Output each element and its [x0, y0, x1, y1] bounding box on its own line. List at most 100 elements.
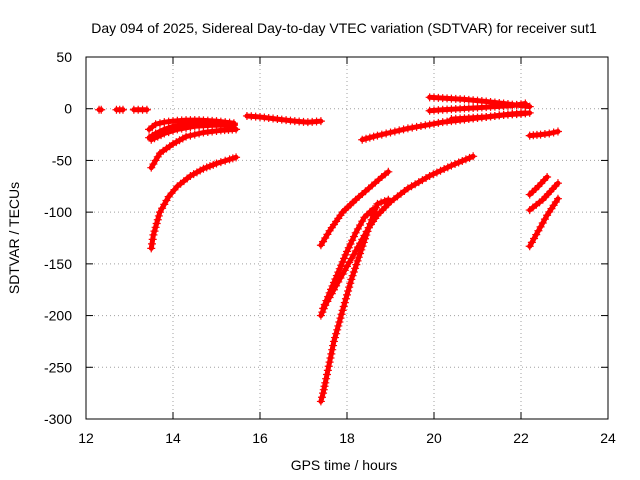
data-point	[329, 341, 338, 350]
data-point	[182, 123, 191, 132]
data-point	[147, 239, 156, 248]
data-point	[353, 256, 362, 265]
data-point	[151, 223, 160, 232]
data-point	[412, 122, 421, 131]
data-point	[382, 129, 391, 138]
y-tick-label: -200	[44, 308, 72, 324]
data-point	[338, 306, 347, 315]
data-point	[212, 159, 221, 168]
data-point	[373, 131, 382, 140]
data-point	[316, 397, 325, 406]
data-point	[443, 163, 452, 172]
data-point	[323, 292, 332, 301]
data-segment	[112, 105, 127, 114]
data-point	[316, 311, 325, 320]
x-axis-label: GPS time / hours	[291, 457, 398, 473]
data-point	[344, 287, 353, 296]
x-tick-label: 24	[600, 430, 616, 446]
data-point	[384, 167, 393, 176]
data-point	[403, 124, 412, 133]
data-point	[155, 119, 164, 128]
data-point	[349, 267, 358, 276]
data-point	[434, 118, 443, 127]
data-point	[154, 211, 163, 220]
data-point	[386, 128, 395, 137]
data-point	[465, 153, 474, 162]
data-point	[335, 318, 344, 327]
data-point	[341, 294, 350, 303]
data-segment	[525, 127, 562, 140]
data-point	[421, 121, 430, 130]
data-point	[344, 243, 353, 252]
data-point	[429, 170, 438, 179]
data-point	[436, 166, 445, 175]
data-point	[325, 288, 334, 297]
data-point	[425, 171, 434, 180]
data-point	[432, 168, 441, 177]
y-tick-label: -250	[44, 359, 72, 375]
data-point	[430, 119, 438, 128]
data-point	[553, 194, 562, 203]
data-point	[319, 385, 328, 394]
data-point	[164, 128, 173, 137]
data-point	[343, 290, 351, 299]
data-point	[373, 199, 382, 208]
data-point	[337, 261, 346, 270]
data-point	[322, 296, 331, 305]
data-point	[553, 179, 562, 188]
data-point	[348, 236, 357, 245]
y-tick-label: -150	[44, 256, 72, 272]
data-point	[377, 198, 386, 207]
data-point	[358, 135, 367, 144]
data-point	[316, 117, 325, 126]
data-point	[337, 310, 346, 319]
x-tick-label: 22	[513, 430, 529, 446]
data-point	[345, 283, 354, 292]
data-point	[395, 126, 404, 135]
data-point	[153, 215, 162, 224]
data-point	[320, 382, 329, 391]
data-point	[329, 337, 338, 346]
data-point	[343, 247, 351, 256]
data-point	[341, 250, 350, 259]
data-point	[390, 127, 399, 136]
data-point	[322, 374, 331, 383]
data-point	[322, 370, 331, 379]
data-point	[97, 105, 106, 114]
data-point	[440, 165, 449, 174]
data-segment	[147, 121, 238, 144]
data-point	[336, 314, 345, 323]
data-point	[369, 205, 378, 214]
y-tick-label: 50	[56, 49, 72, 65]
data-segment	[525, 179, 562, 215]
data-segment	[147, 153, 241, 253]
data-point	[195, 129, 204, 138]
x-tick-label: 12	[78, 430, 94, 446]
data-points	[95, 93, 562, 406]
data-point	[458, 156, 467, 165]
data-segment	[242, 111, 325, 127]
x-tick-label: 16	[252, 430, 268, 446]
y-tick-label: 0	[64, 101, 72, 117]
data-point	[186, 131, 195, 140]
y-axis-label: SDTVAR / TECUs	[6, 182, 22, 294]
data-point	[369, 132, 378, 141]
data-point	[325, 358, 334, 367]
data-segment	[129, 105, 151, 114]
data-point	[340, 298, 349, 307]
data-point	[469, 152, 478, 161]
data-point	[323, 366, 332, 375]
data-point	[335, 264, 344, 273]
data-point	[461, 155, 470, 164]
data-point	[182, 132, 191, 141]
data-point	[356, 249, 365, 258]
data-point	[160, 129, 169, 138]
data-point	[543, 172, 552, 181]
y-tick-label: -100	[44, 204, 72, 220]
data-point	[142, 105, 151, 114]
data-point	[352, 260, 361, 269]
data-point	[338, 257, 347, 266]
data-point	[447, 161, 456, 170]
data-point	[319, 389, 328, 398]
data-point	[549, 128, 558, 137]
